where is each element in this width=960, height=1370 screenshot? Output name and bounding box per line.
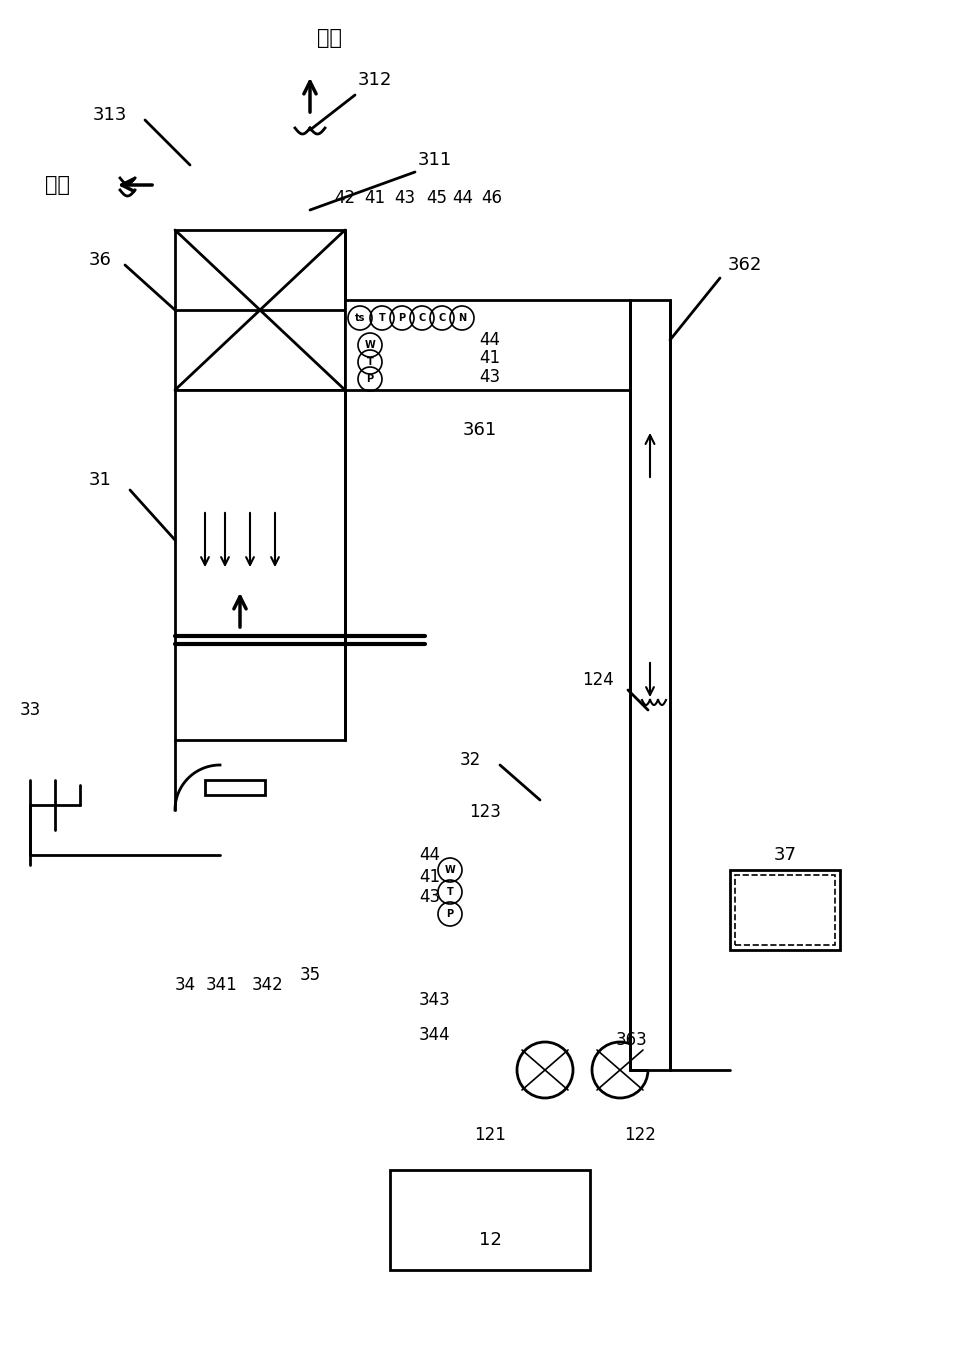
Text: 31: 31 [88,471,111,489]
Text: 34: 34 [175,975,196,995]
Text: 123: 123 [469,803,501,821]
Text: 344: 344 [420,1026,451,1044]
Text: 124: 124 [582,671,613,689]
Text: 122: 122 [624,1126,656,1144]
Text: 43: 43 [420,888,441,906]
Text: 36: 36 [88,251,111,269]
Text: 排风: 排风 [318,27,343,48]
Text: 342: 342 [252,975,284,995]
Text: 12: 12 [479,1232,501,1249]
Text: 回风: 回风 [45,175,70,195]
Text: 41: 41 [420,869,441,886]
Text: 32: 32 [460,751,481,769]
Text: P: P [367,374,373,384]
Text: 41: 41 [479,349,500,367]
Bar [730,870,840,949]
Text: T: T [446,886,453,897]
Text: 44: 44 [420,847,441,864]
Text: W: W [365,340,375,349]
Text: 37: 37 [774,847,797,864]
Text: 341: 341 [206,975,238,995]
Text: 45: 45 [426,189,447,207]
Text: 35: 35 [300,966,321,984]
Text: 43: 43 [479,369,500,386]
Text: 41: 41 [365,189,386,207]
Bar [345,300,630,390]
Bar [390,1170,590,1270]
Text: 33: 33 [19,701,40,719]
Text: 46: 46 [482,189,502,207]
Text: N: N [458,312,466,323]
Text: 313: 313 [93,105,127,125]
Polygon shape [638,740,662,762]
Bar [735,875,835,945]
Text: 343: 343 [420,991,451,1008]
Text: 42: 42 [334,189,355,207]
Text: T: T [378,312,385,323]
Bar [175,390,345,740]
Text: P: P [398,312,405,323]
Polygon shape [638,718,662,743]
Text: 311: 311 [418,151,452,169]
Text: 121: 121 [474,1126,506,1144]
Text: P: P [446,910,453,919]
Text: 44: 44 [479,332,500,349]
Bar [630,300,670,1070]
Text: C: C [439,312,445,323]
Bar [175,230,345,390]
Text: ts: ts [355,312,365,323]
Text: W: W [444,864,455,875]
Text: 43: 43 [395,189,416,207]
Text: 44: 44 [452,189,473,207]
Text: 361: 361 [463,421,497,438]
Text: 312: 312 [358,71,393,89]
Text: 362: 362 [728,256,762,274]
Bar [205,780,265,795]
Text: T: T [367,358,373,367]
Text: C: C [419,312,425,323]
Text: 363: 363 [616,1032,648,1049]
